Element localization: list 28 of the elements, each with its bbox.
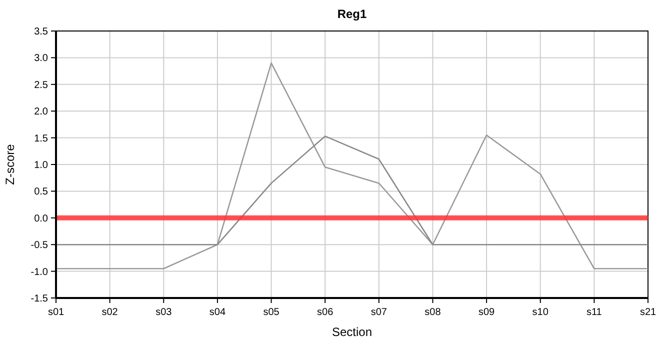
x-axis-title: Section <box>332 325 372 339</box>
chart-title: Reg1 <box>337 7 367 21</box>
y-tick-label: 1.5 <box>34 133 48 144</box>
x-tick-label: s05 <box>263 307 280 318</box>
line-series <box>55 62 649 270</box>
y-tick-label: 0.0 <box>34 213 48 224</box>
line-series <box>55 136 649 246</box>
y-tick-label: -1.0 <box>30 266 48 278</box>
x-tick-label: s07 <box>370 307 388 318</box>
y-tick-label: 1.0 <box>34 160 48 171</box>
y-axis-title: Z-score <box>3 144 17 185</box>
y-tick-label: 3.5 <box>34 26 48 38</box>
x-tick-label: s08 <box>424 307 442 318</box>
x-tick-label: s04 <box>209 307 226 318</box>
x-tick-label: s11 <box>586 307 602 318</box>
x-tick-label: s02 <box>102 307 118 318</box>
y-tick-label: -1.5 <box>30 294 48 304</box>
x-tick-label: s06 <box>317 307 334 318</box>
y-tick-label: 2.5 <box>34 80 48 91</box>
y-tick-label: 2.0 <box>34 106 48 118</box>
y-tick-label: 3.0 <box>34 53 48 64</box>
y-tick-label: 0.5 <box>34 186 48 198</box>
x-tick-label: s21 <box>640 307 656 318</box>
x-tick-label: s01 <box>48 307 64 318</box>
x-tick-label: s10 <box>532 307 549 318</box>
y-tick-label: -0.5 <box>30 240 48 252</box>
x-tick-label: s09 <box>478 307 496 318</box>
x-tick-label: s03 <box>156 307 172 318</box>
